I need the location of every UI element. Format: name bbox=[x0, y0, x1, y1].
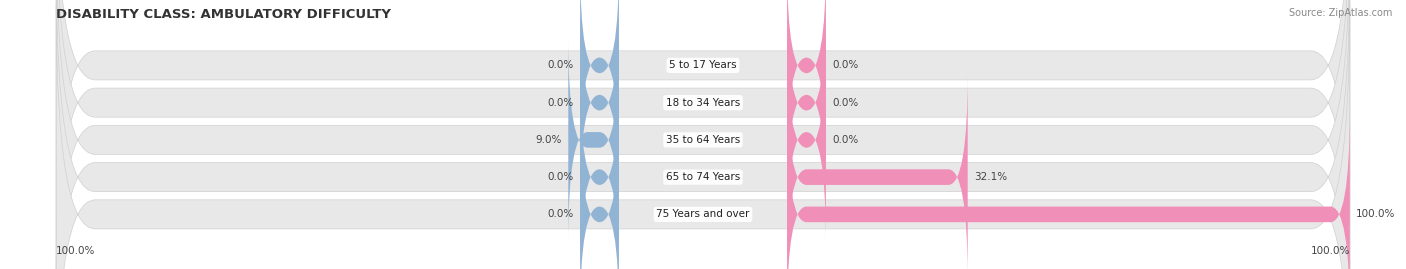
Text: DISABILITY CLASS: AMBULATORY DIFFICULTY: DISABILITY CLASS: AMBULATORY DIFFICULTY bbox=[56, 8, 391, 21]
Text: 0.0%: 0.0% bbox=[547, 172, 574, 182]
FancyBboxPatch shape bbox=[787, 73, 967, 269]
FancyBboxPatch shape bbox=[56, 5, 1350, 269]
Text: 100.0%: 100.0% bbox=[1357, 209, 1396, 220]
Text: 5 to 17 Years: 5 to 17 Years bbox=[669, 60, 737, 70]
FancyBboxPatch shape bbox=[787, 0, 825, 169]
Text: 100.0%: 100.0% bbox=[1310, 246, 1350, 256]
Text: 18 to 34 Years: 18 to 34 Years bbox=[666, 98, 740, 108]
FancyBboxPatch shape bbox=[787, 0, 825, 207]
FancyBboxPatch shape bbox=[581, 0, 619, 207]
Text: 75 Years and over: 75 Years and over bbox=[657, 209, 749, 220]
FancyBboxPatch shape bbox=[56, 0, 1350, 269]
FancyBboxPatch shape bbox=[568, 36, 619, 244]
Text: 35 to 64 Years: 35 to 64 Years bbox=[666, 135, 740, 145]
Text: 65 to 74 Years: 65 to 74 Years bbox=[666, 172, 740, 182]
Text: 0.0%: 0.0% bbox=[547, 209, 574, 220]
Text: 0.0%: 0.0% bbox=[832, 60, 859, 70]
Text: 100.0%: 100.0% bbox=[56, 246, 96, 256]
FancyBboxPatch shape bbox=[787, 36, 825, 244]
Text: 0.0%: 0.0% bbox=[832, 98, 859, 108]
FancyBboxPatch shape bbox=[581, 73, 619, 269]
FancyBboxPatch shape bbox=[56, 0, 1350, 269]
FancyBboxPatch shape bbox=[581, 111, 619, 269]
Text: 0.0%: 0.0% bbox=[547, 60, 574, 70]
FancyBboxPatch shape bbox=[56, 0, 1350, 269]
Text: 0.0%: 0.0% bbox=[547, 98, 574, 108]
FancyBboxPatch shape bbox=[56, 0, 1350, 269]
Text: Source: ZipAtlas.com: Source: ZipAtlas.com bbox=[1288, 8, 1392, 18]
Text: 9.0%: 9.0% bbox=[536, 135, 562, 145]
FancyBboxPatch shape bbox=[581, 0, 619, 169]
Text: 0.0%: 0.0% bbox=[832, 135, 859, 145]
FancyBboxPatch shape bbox=[787, 111, 1350, 269]
Text: 32.1%: 32.1% bbox=[974, 172, 1007, 182]
